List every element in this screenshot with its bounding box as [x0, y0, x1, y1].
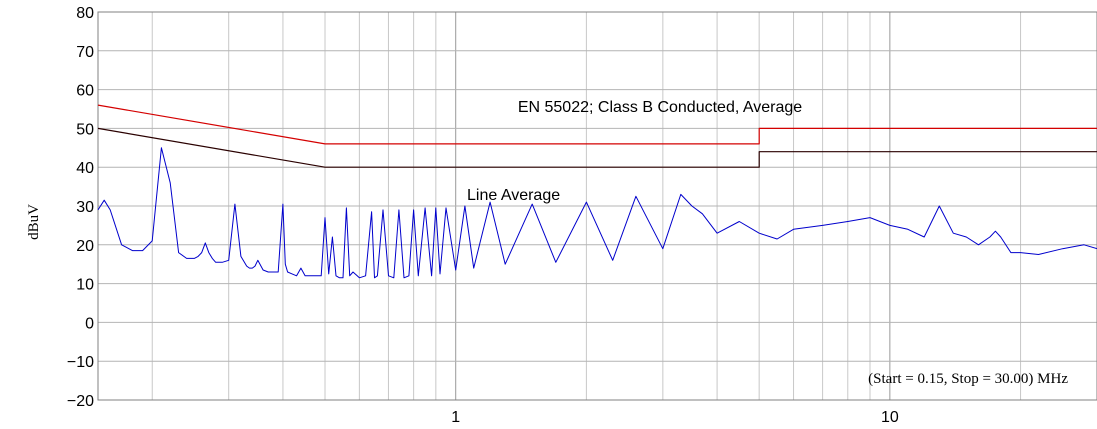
series-layer [97, 104, 1097, 279]
series-line-measurement [97, 147, 1097, 279]
limit-annotation: EN 55022; Class B Conducted, Average [518, 99, 802, 116]
plot-frame [97, 11, 1097, 401]
y-tick-label: −10 [67, 354, 94, 371]
series-line-limit-red [97, 104, 1097, 145]
y-tick-label: 30 [76, 199, 94, 216]
y-tick-label: 50 [76, 121, 94, 138]
y-tick-label: 0 [85, 315, 94, 332]
trace-annotation: Line Average [467, 187, 560, 204]
range-annotation: (Start = 0.15, Stop = 30.00) MHz [868, 371, 1068, 387]
x-tick-label: 10 [881, 409, 899, 426]
y-tick-label: 60 [76, 83, 94, 100]
y-tick-label: −20 [67, 393, 94, 410]
x-axis-ticks: 1 10 [451, 409, 899, 426]
y-axis-ticks: 80 70 60 50 40 30 20 10 0 −10 −20 [67, 5, 94, 410]
series-line-limit-dark [97, 127, 1097, 168]
y-tick-label: 70 [76, 44, 94, 61]
x-tick-label: 1 [451, 409, 460, 426]
y-axis-label: dBuV [26, 204, 42, 240]
y-tick-label: 10 [76, 277, 94, 294]
y-tick-label: 80 [76, 5, 94, 22]
y-tick-label: 20 [76, 238, 94, 255]
y-tick-label: 40 [76, 160, 94, 177]
